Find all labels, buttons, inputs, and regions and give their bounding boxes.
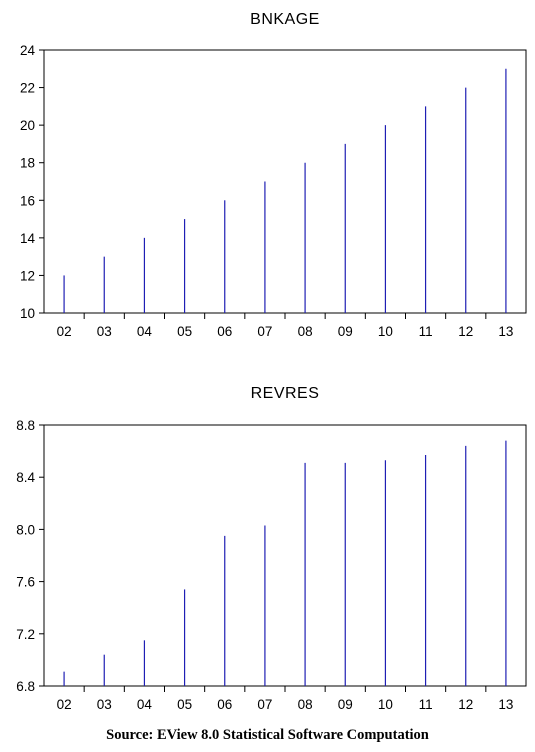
x-tick-label: 03	[97, 697, 112, 712]
x-tick-label: 13	[498, 324, 513, 339]
x-tick-label: 02	[57, 697, 72, 712]
x-tick-label: 09	[338, 697, 353, 712]
y-tick-label: 8.8	[16, 418, 35, 433]
x-tick-label: 05	[177, 697, 192, 712]
source-note: Source: EView 8.0 Statistical Software C…	[106, 727, 429, 743]
x-tick-label: 03	[97, 324, 112, 339]
x-tick-label: 12	[458, 697, 473, 712]
chart-title: BNKAGE	[250, 11, 320, 28]
y-tick-label: 16	[20, 193, 35, 208]
y-tick-label: 14	[20, 231, 36, 246]
x-tick-label: 08	[298, 324, 313, 339]
y-tick-label: 12	[20, 268, 35, 283]
y-tick-label: 24	[20, 43, 36, 58]
x-tick-label: 02	[57, 324, 72, 339]
x-tick-label: 11	[419, 697, 433, 712]
x-tick-label: 10	[378, 697, 393, 712]
x-tick-label: 09	[338, 324, 353, 339]
x-tick-label: 08	[298, 697, 313, 712]
chart-panel-revres: REVRES 6.8 7.2 7.6 8.0 8.4 8.8 02 03 04 05 06 07 08 09…	[16, 385, 527, 712]
y-tick-label: 8.4	[16, 470, 35, 485]
x-tick-label: 06	[217, 324, 232, 339]
y-tick-label: 18	[20, 156, 35, 171]
y-tick-label: 22	[20, 81, 35, 96]
plot-frame	[43, 424, 527, 687]
x-tick-label: 04	[137, 324, 153, 339]
chart-panel-bnkage: BNKAGE 10 12 14 16 18 20 22 24 02 03 04 05 06 07 08 09 10…	[20, 11, 527, 339]
x-tick-label: 05	[177, 324, 192, 339]
y-tick-label: 20	[20, 118, 35, 133]
y-tick-label: 8.0	[16, 522, 35, 537]
y-tick-label: 6.8	[16, 679, 35, 694]
plot-frame	[43, 49, 527, 314]
x-tick-label: 04	[137, 697, 153, 712]
chart-title: REVRES	[251, 385, 320, 402]
x-tick-label: 10	[378, 324, 393, 339]
x-tick-label: 12	[458, 324, 473, 339]
x-tick-label: 13	[498, 697, 513, 712]
x-tick-label: 07	[257, 697, 272, 712]
y-tick-label: 7.2	[16, 627, 35, 642]
x-tick-label: 07	[257, 324, 272, 339]
y-tick-label: 7.6	[16, 575, 35, 590]
x-tick-label: 06	[217, 697, 232, 712]
x-tick-label: 11	[419, 324, 433, 339]
y-tick-label: 10	[20, 306, 35, 321]
